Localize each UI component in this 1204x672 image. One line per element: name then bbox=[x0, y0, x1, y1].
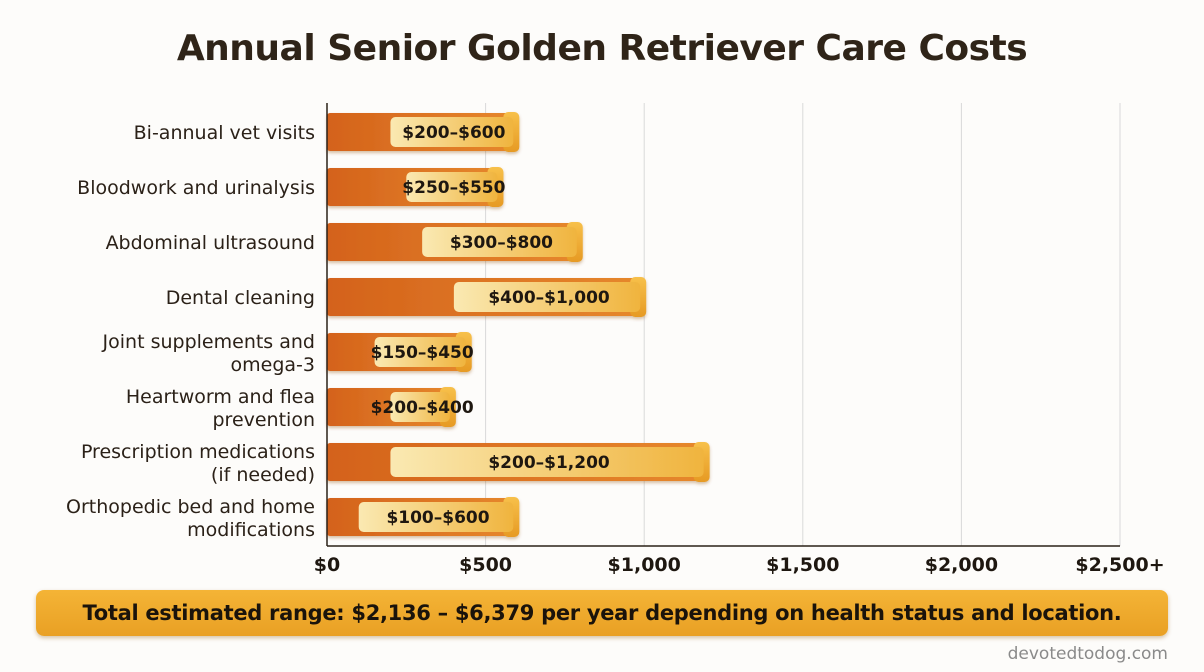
bar-range-band bbox=[406, 172, 498, 202]
category-label: Orthopedic bed and home modifications bbox=[66, 496, 315, 541]
bar-value-label: $400–$1,000 bbox=[488, 288, 610, 308]
range-bar bbox=[327, 497, 520, 537]
x-tick-label: $2,000 bbox=[925, 554, 998, 576]
category-label: Dental cleaning bbox=[166, 287, 315, 309]
x-tick-label: $2,500+ bbox=[1075, 554, 1164, 576]
range-bar bbox=[327, 277, 647, 317]
bar-value-label: $300–$800 bbox=[450, 233, 553, 253]
bar-range-band bbox=[374, 337, 466, 367]
bar-value-label: $200–$1,200 bbox=[488, 453, 610, 473]
x-tick-labels: $0 $500 $1,000 $1,500 $2,000 $2,500+ bbox=[314, 554, 1165, 576]
category-label: Heartworm and flea prevention bbox=[126, 386, 315, 431]
category-label-line: Orthopedic bed and home bbox=[66, 496, 315, 518]
bar-value-label: $200–$600 bbox=[402, 123, 505, 143]
category-label: Bi-annual vet visits bbox=[134, 122, 315, 144]
range-bar bbox=[327, 112, 520, 152]
bar-range-band bbox=[390, 117, 514, 147]
bar-value-label: $200–$400 bbox=[371, 398, 474, 418]
range-bar bbox=[327, 387, 456, 427]
range-bar bbox=[327, 442, 710, 482]
category-label: Prescription medications (if needed) bbox=[81, 441, 315, 486]
range-bar bbox=[327, 222, 583, 262]
bar-value-label: $250–$550 bbox=[402, 178, 505, 198]
bar-value-label: $100–$600 bbox=[386, 508, 489, 528]
category-label-line: (if needed) bbox=[211, 464, 315, 486]
category-label: Joint supplements and omega-3 bbox=[102, 331, 315, 376]
x-tick-label: $0 bbox=[314, 554, 340, 576]
category-label-line: Heartworm and flea bbox=[126, 386, 315, 408]
x-tick-label: $1,500 bbox=[766, 554, 839, 576]
category-label-line: modifications bbox=[187, 519, 315, 541]
category-label: Abdominal ultrasound bbox=[106, 232, 315, 254]
bar-range-band bbox=[390, 392, 450, 422]
category-labels: Bi-annual vet visits Bloodwork and urinal… bbox=[66, 122, 315, 541]
source-watermark: devotedtodog.com bbox=[1007, 644, 1168, 664]
total-estimate-text: Total estimated range: $2,136 – $6,379 p… bbox=[82, 601, 1122, 625]
category-label-line: prevention bbox=[212, 409, 315, 431]
x-tick-label: $1,000 bbox=[608, 554, 681, 576]
category-label-line: Joint supplements and bbox=[102, 331, 315, 353]
bar-range-band bbox=[390, 447, 704, 477]
category-label: Bloodwork and urinalysis bbox=[77, 177, 315, 199]
bars: $200–$600 $250–$550 $300–$800 $400–$1,000 $1… bbox=[327, 112, 710, 537]
range-bar bbox=[327, 167, 504, 207]
category-label-line: Prescription medications bbox=[81, 441, 315, 463]
category-label-line: omega-3 bbox=[231, 354, 315, 376]
bar-range-band bbox=[358, 502, 514, 532]
bar-range-band bbox=[422, 227, 577, 257]
axes bbox=[326, 103, 1120, 547]
x-tick-label: $500 bbox=[459, 554, 512, 576]
bar-range-band bbox=[453, 282, 641, 312]
range-bar-chart: $200–$600 $250–$550 $300–$800 $400–$1,000 $1… bbox=[66, 103, 1165, 576]
bar-value-label: $150–$450 bbox=[371, 343, 474, 363]
chart-title: Annual Senior Golden Retriever Care Cost… bbox=[176, 28, 1028, 69]
range-bar bbox=[327, 332, 472, 372]
total-estimate-banner: Total estimated range: $2,136 – $6,379 p… bbox=[36, 590, 1168, 636]
